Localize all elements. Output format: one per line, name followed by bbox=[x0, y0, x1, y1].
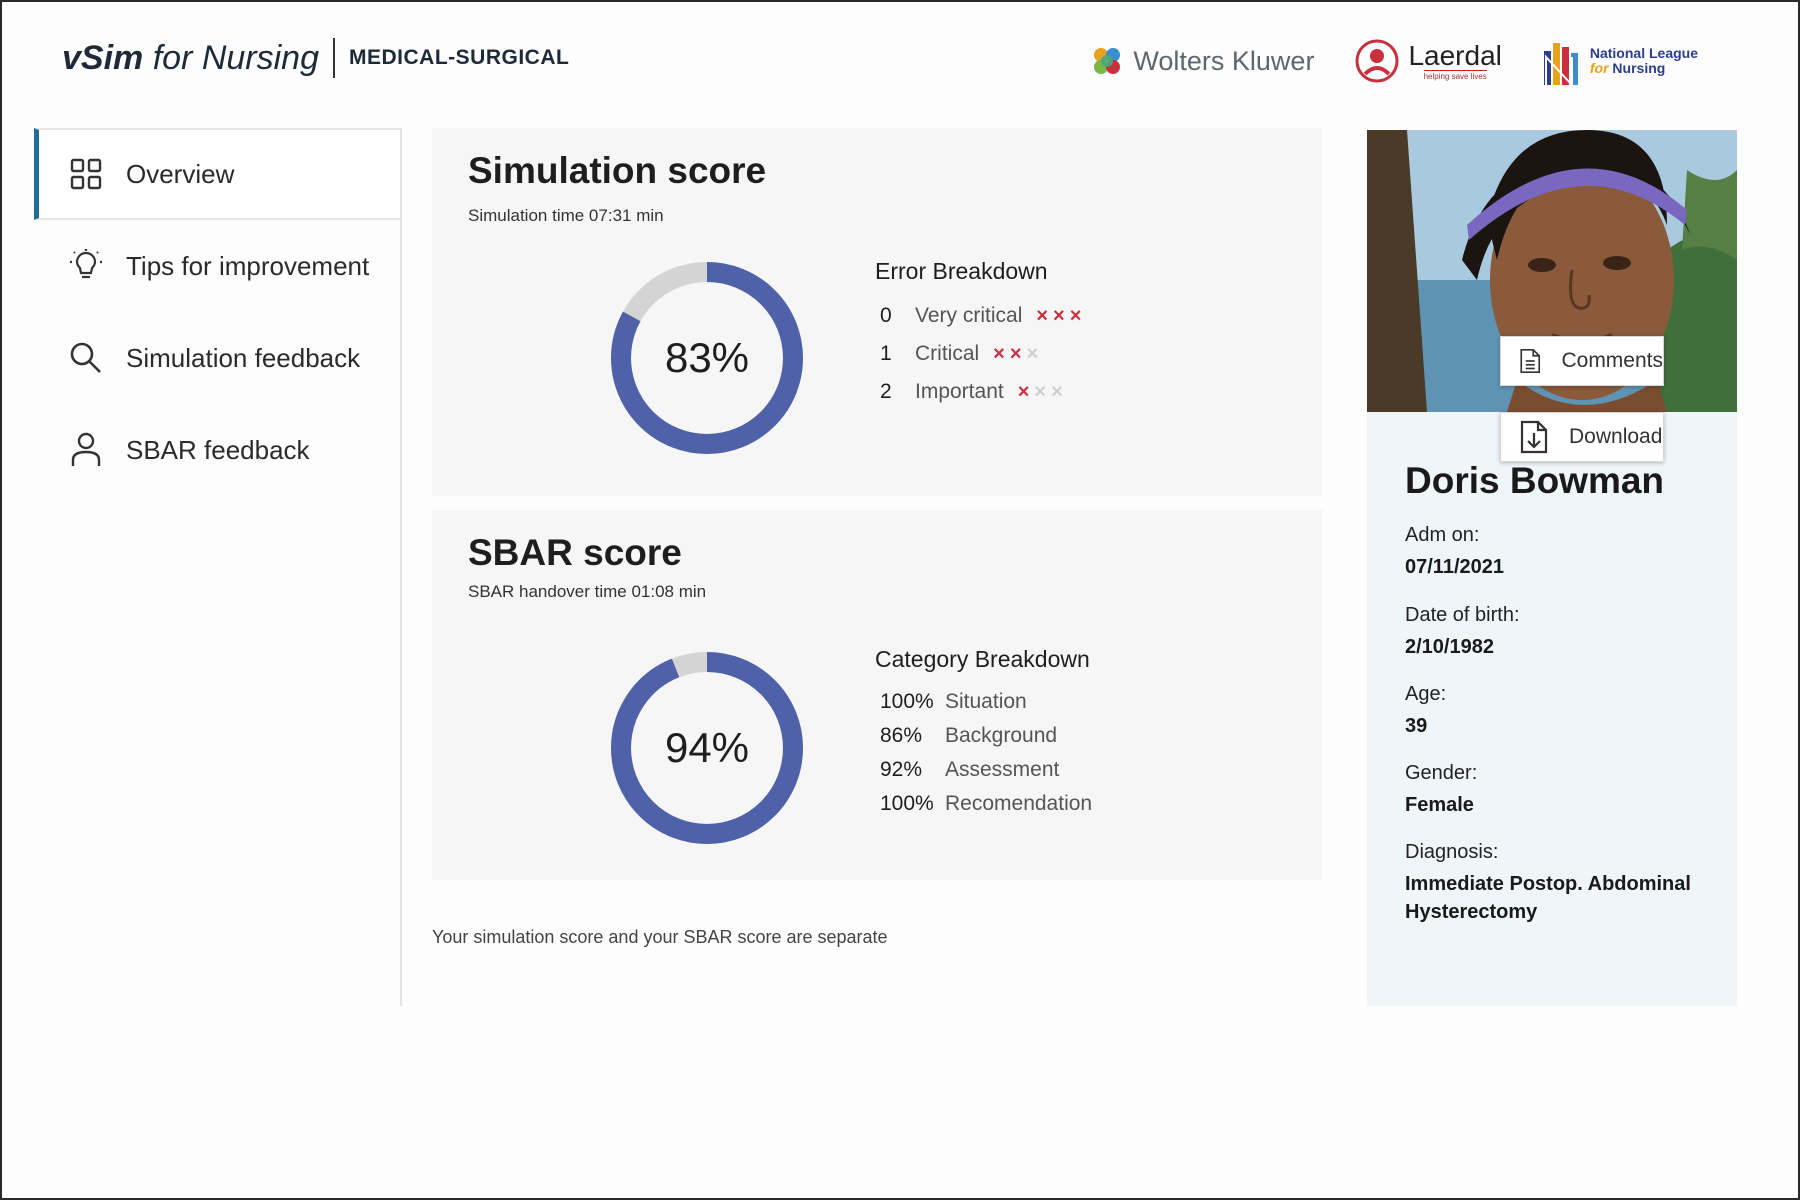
simulation-score-title: Simulation score bbox=[468, 150, 767, 191]
score-footnote: Your simulation score and your SBAR scor… bbox=[432, 927, 888, 947]
category-row: 100% Recomendation bbox=[875, 787, 1106, 821]
sbar-score-donut: 94% bbox=[607, 648, 807, 848]
sidebar-item-overview[interactable]: Overview bbox=[34, 128, 400, 220]
search-icon bbox=[66, 338, 106, 378]
error-count: 2 bbox=[880, 380, 892, 403]
sidebar-item-label: Overview bbox=[126, 158, 235, 189]
x-mark-icon: × bbox=[1069, 304, 1082, 327]
x-mark-icon: × bbox=[1009, 342, 1022, 365]
sidebar-item-tips[interactable]: Tips for improvement bbox=[34, 220, 400, 312]
sidebar-item-label: SBAR feedback bbox=[126, 434, 310, 465]
download-button-label: Download bbox=[1569, 425, 1663, 448]
nln-logo: National League for Nursing bbox=[1542, 35, 1698, 87]
sbar-score-value: 94% bbox=[664, 724, 750, 771]
lightbulb-icon bbox=[66, 246, 106, 286]
category-label: Situation bbox=[945, 690, 1027, 713]
category-percent: 100% bbox=[880, 792, 934, 815]
category-label: Background bbox=[945, 724, 1058, 747]
download-button[interactable]: Download bbox=[1500, 412, 1664, 462]
simulation-score-donut: 83% bbox=[607, 258, 807, 458]
app-logo: vSim for Nursing MEDICAL-SURGICAL bbox=[62, 38, 569, 78]
simulation-time: Simulation time 07:31 min bbox=[468, 206, 664, 225]
brand-product: MEDICAL-SURGICAL bbox=[349, 46, 570, 69]
x-mark-icon: × bbox=[1017, 380, 1030, 403]
error-breakdown-title: Error Breakdown bbox=[875, 258, 1048, 284]
x-mark-icon: × bbox=[1034, 380, 1047, 403]
category-percent: 92% bbox=[880, 758, 923, 781]
category-row: 100% Situation bbox=[875, 685, 1106, 719]
comments-button-label: Comments bbox=[1561, 349, 1663, 372]
error-row: 0 Very critical × × × bbox=[875, 297, 1086, 335]
x-mark-icon: × bbox=[1051, 380, 1063, 403]
download-icon bbox=[1520, 420, 1548, 454]
brand-divider bbox=[333, 38, 335, 78]
comments-button[interactable]: Comments bbox=[1500, 336, 1664, 386]
patient-name: Doris Bowman bbox=[1405, 460, 1665, 501]
patient-diagnosis: Diagnosis: Immediate Postop. Abdominal H… bbox=[1405, 841, 1691, 923]
sbar-score-title: SBAR score bbox=[468, 532, 682, 573]
nln-icon bbox=[1543, 43, 1578, 87]
sidebar-item-label: Tips for improvement bbox=[126, 250, 370, 281]
error-count: 1 bbox=[880, 342, 892, 365]
x-mark-icon: × bbox=[1053, 304, 1065, 327]
x-mark-icon: × bbox=[1036, 304, 1049, 327]
x-mark-icon: × bbox=[1026, 342, 1039, 365]
x-mark-icon: × bbox=[993, 342, 1005, 365]
partner-logos: Wolters Kluwer Laerdal helping save live… bbox=[1089, 32, 1698, 90]
category-row: 92% Assessment bbox=[875, 753, 1106, 787]
error-label: Important bbox=[915, 380, 1004, 403]
error-label: Critical bbox=[915, 342, 980, 365]
sidebar-item-simulation-feedback[interactable]: Simulation feedback bbox=[34, 312, 400, 404]
category-breakdown-title: Category Breakdown bbox=[875, 646, 1090, 672]
error-row: 2 Important × × × bbox=[875, 373, 1086, 411]
error-label: Very critical bbox=[915, 304, 1023, 327]
document-icon bbox=[1520, 348, 1541, 374]
donut-score-arc bbox=[611, 262, 803, 454]
patient-age: Age: 39 bbox=[1405, 683, 1447, 737]
category-breakdown: Category Breakdown 100% Situation 86% Backg… bbox=[875, 646, 1106, 821]
sidebar-item-label: Simulation feedback bbox=[126, 342, 361, 373]
category-label: Assessment bbox=[945, 758, 1060, 781]
grid-icon bbox=[66, 154, 106, 194]
sbar-handover-time: SBAR handover time 01:08 min bbox=[468, 582, 707, 601]
patient-gender: Gender: Female bbox=[1405, 762, 1478, 816]
simulation-score-card: Simulation score Simulation time 07:31 m… bbox=[432, 128, 1322, 496]
laerdal-icon bbox=[1355, 39, 1399, 83]
sidebar: Overview Tips for improvement Simulation… bbox=[34, 128, 402, 1006]
sidebar-item-sbar-feedback[interactable]: SBAR feedback bbox=[34, 404, 400, 496]
category-label: Recomendation bbox=[945, 792, 1093, 815]
error-count: 0 bbox=[880, 304, 892, 327]
category-percent: 100% bbox=[880, 690, 934, 713]
laerdal-logo: Laerdal helping save lives bbox=[1354, 38, 1502, 84]
donut-score-arc bbox=[611, 652, 803, 844]
brand-vsim: vSim for Nursing bbox=[62, 38, 319, 77]
person-icon bbox=[66, 430, 106, 470]
category-percent: 86% bbox=[880, 724, 923, 747]
patient-panel: Comments Download Doris Bowman Adm on: 0… bbox=[1367, 130, 1737, 1006]
patient-admission: Adm on: 07/11/2021 bbox=[1405, 524, 1504, 578]
simulation-score-value: 83% bbox=[664, 334, 750, 381]
error-row: 1 Critical × × × bbox=[875, 335, 1086, 373]
patient-dob: Date of birth: 2/10/1982 bbox=[1405, 604, 1520, 658]
wolters-kluwer-icon bbox=[1094, 48, 1121, 74]
error-breakdown: Error Breakdown 0 Very critical × × × 1 Critic… bbox=[875, 258, 1086, 411]
category-row: 86% Background bbox=[875, 719, 1106, 753]
sbar-score-card: SBAR score SBAR handover time 01:08 min … bbox=[432, 510, 1322, 880]
wolters-kluwer-logo: Wolters Kluwer bbox=[1089, 43, 1314, 79]
